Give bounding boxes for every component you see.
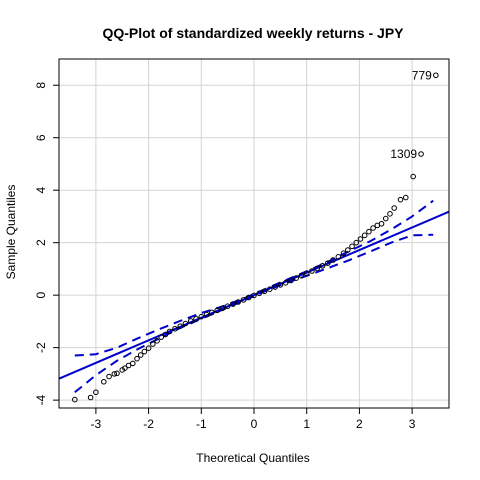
x-tick-label: -2 <box>143 417 154 431</box>
x-tick-label: 3 <box>409 417 416 431</box>
y-tick-label: 6 <box>34 134 48 141</box>
data-point <box>361 232 368 239</box>
data-point <box>309 268 315 274</box>
data-point <box>293 275 299 281</box>
data-point <box>277 282 284 288</box>
data-point <box>219 305 226 312</box>
data-point <box>172 325 178 332</box>
data-point <box>125 362 132 369</box>
data-point <box>100 378 107 385</box>
data-point <box>345 247 351 253</box>
x-tick-label: 2 <box>356 417 363 431</box>
data-point <box>162 331 169 338</box>
data-point <box>230 301 236 307</box>
envelope-lower-line <box>74 233 434 394</box>
point-label: 1309 <box>390 147 417 161</box>
y-tick-label: 0 <box>34 292 48 299</box>
data-point <box>137 352 144 358</box>
data-point <box>349 243 355 250</box>
reference-line <box>58 210 450 380</box>
data-point <box>141 348 148 355</box>
data-point <box>134 355 140 362</box>
x-axis: -3 -2 -1 0 1 2 3 <box>91 408 416 431</box>
data-point <box>166 328 173 335</box>
data-point <box>303 270 310 277</box>
data-point <box>370 225 376 231</box>
data-point <box>387 211 393 217</box>
data-point <box>410 173 416 180</box>
x-tick-label: -3 <box>91 417 102 431</box>
data-point <box>251 292 257 299</box>
envelope-upper-line <box>74 199 434 357</box>
chart-title: QQ-Plot of standardized weekly returns -… <box>102 25 404 41</box>
data-point <box>111 371 118 377</box>
data-point <box>187 318 194 324</box>
y-tick-label: -2 <box>34 342 48 353</box>
data-point <box>245 294 252 301</box>
x-tick-label: 1 <box>303 417 310 431</box>
y-tick-label: 2 <box>34 239 48 246</box>
data-point <box>177 323 184 329</box>
data-point <box>154 338 160 344</box>
data-point <box>145 345 152 351</box>
data-point <box>391 205 397 211</box>
data-point <box>357 236 364 242</box>
data-point <box>209 309 215 316</box>
data-point <box>353 239 360 246</box>
y-axis: -4 -2 0 2 4 6 8 <box>34 82 59 405</box>
data-point <box>203 311 210 318</box>
data-point <box>214 307 220 314</box>
data-point <box>366 228 372 235</box>
y-axis-title: Sample Quantiles <box>4 185 18 280</box>
data-point <box>224 303 231 309</box>
data-point <box>256 290 263 297</box>
data-point <box>340 250 347 256</box>
data-point <box>240 297 247 303</box>
data-point <box>193 315 199 322</box>
data-point <box>330 257 336 263</box>
data-point <box>114 370 120 377</box>
data-point <box>433 72 439 79</box>
data-point <box>319 262 326 269</box>
data-point <box>72 396 78 403</box>
data-point <box>267 286 273 292</box>
data-point <box>402 194 409 201</box>
x-tick-label: -1 <box>196 417 207 431</box>
data-point <box>129 360 136 367</box>
data-point <box>122 365 128 371</box>
point-label: 779 <box>412 68 432 82</box>
data-point <box>288 277 294 284</box>
data-point <box>378 220 385 227</box>
data-point <box>87 394 94 401</box>
data-point <box>282 280 289 286</box>
data-point <box>324 260 331 266</box>
confidence-envelope <box>74 199 434 394</box>
data-point <box>335 254 342 260</box>
x-axis-title: Theoretical Quantiles <box>196 451 309 465</box>
data-point <box>261 288 268 295</box>
y-tick-label: 8 <box>34 82 48 89</box>
data-point <box>272 284 278 290</box>
reference-line-group <box>58 210 450 380</box>
data-point <box>397 196 404 203</box>
data-point <box>198 313 205 320</box>
data-point <box>93 389 99 396</box>
data-point <box>158 334 165 340</box>
data-point <box>182 320 189 327</box>
data-points <box>72 72 439 403</box>
x-tick-label: 0 <box>251 417 258 431</box>
data-point <box>106 373 112 380</box>
y-tick-label: 4 <box>34 187 48 194</box>
data-point <box>235 299 241 305</box>
data-point <box>418 151 424 157</box>
data-point <box>382 215 389 222</box>
data-point <box>314 265 321 272</box>
data-point <box>150 341 156 347</box>
y-tick-label: -4 <box>34 394 48 405</box>
point-annotations: 1309 779 <box>390 68 432 161</box>
data-point <box>298 272 305 279</box>
